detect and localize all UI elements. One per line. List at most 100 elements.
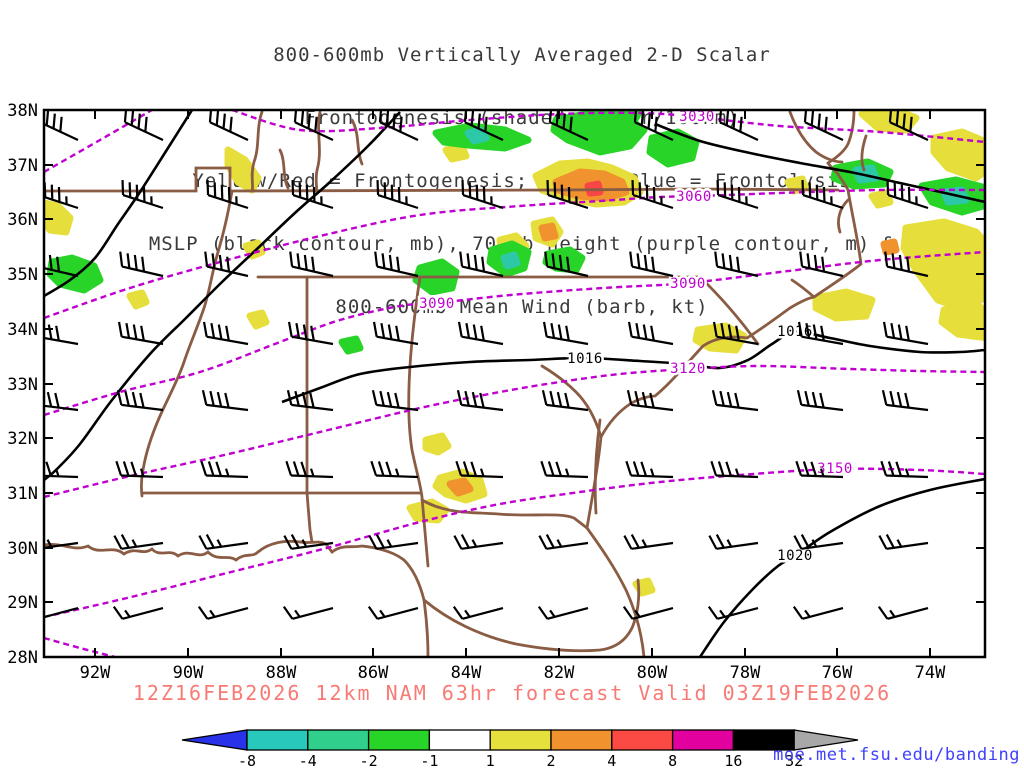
geo-line: [790, 278, 816, 299]
wind-barb: [546, 179, 589, 210]
wind-barb: [457, 321, 504, 346]
mslp-contours: [44, 110, 985, 657]
contour-label: 3090: [670, 276, 706, 292]
geo-line: [44, 543, 260, 562]
wind-barb: [282, 605, 334, 620]
colorbar-segment: [489, 729, 552, 751]
geo-line: [256, 539, 430, 657]
geo-line: [837, 198, 850, 234]
colorbar-segment: [550, 729, 613, 751]
wind-barb: [627, 321, 674, 346]
shading-blob-yellow: [442, 143, 470, 163]
height-contour: [44, 110, 153, 174]
shading-blob-yellow: [44, 199, 74, 236]
shading-blob-orange: [538, 222, 559, 242]
geo-line: [826, 110, 856, 165]
title-line-5: 800-600mb Mean Wind (barb, kt): [335, 296, 709, 318]
lon-label: 74W: [915, 663, 946, 683]
wind-barb: [198, 534, 249, 550]
wind-barb: [625, 460, 674, 479]
wind-barb: [44, 324, 79, 346]
geo-line: [350, 118, 364, 166]
lat-label: 36N: [7, 210, 38, 230]
wind-barb: [378, 110, 419, 141]
geo-line: [860, 134, 868, 172]
colorbar-tick-label: 2: [546, 752, 555, 768]
wind-barbs: [44, 110, 929, 620]
lat-label: 30N: [7, 539, 38, 559]
lat-label: 33N: [7, 375, 38, 395]
wind-barb: [112, 605, 164, 620]
lon-label: 78W: [730, 663, 761, 683]
wind-barb: [803, 110, 844, 141]
wind-barb: [878, 534, 929, 550]
wind-barb: [880, 460, 929, 479]
mslp-contour-1016: [281, 330, 985, 404]
shading-blob-yellow: [812, 288, 876, 322]
colorbar-segment: [367, 729, 431, 751]
height-contour: [44, 636, 116, 657]
wind-barb: [707, 605, 759, 620]
height-contour-3090: [44, 250, 985, 417]
colorbar-segment: [611, 729, 674, 751]
lon-label: 88W: [266, 663, 297, 683]
mslp-contour: [44, 111, 401, 482]
wind-barb: [119, 251, 164, 278]
wind-barb: [708, 534, 759, 550]
wind-barb: [884, 251, 929, 278]
shading-blob-yellow: [938, 300, 985, 342]
wind-barb: [456, 390, 504, 412]
colorbar-tick-label: 8: [668, 752, 677, 768]
wind-barb: [286, 390, 334, 412]
contour-label: 3030: [679, 109, 715, 125]
wind-barb: [548, 110, 589, 141]
geo-line: [593, 418, 602, 515]
wind-barb: [631, 179, 674, 210]
wind-barb: [801, 179, 844, 210]
geo-line: [422, 578, 641, 653]
contour-label: 3150: [817, 461, 853, 477]
height-contour-3030: [231, 110, 985, 144]
wind-barb: [113, 534, 164, 550]
wind-barb: [710, 460, 759, 479]
wind-barb: [452, 605, 504, 620]
wind-barb: [544, 251, 589, 278]
colorbar-segment: [307, 729, 370, 751]
wind-barb: [115, 460, 164, 479]
wind-barb: [718, 110, 759, 141]
colorbar: -8 -4 -2 -1 1 2 4 8 16 32: [181, 729, 859, 768]
wind-barb: [374, 251, 419, 278]
wind-barb: [123, 110, 164, 141]
shading-blob-yellow: [858, 110, 920, 134]
geography-borders: [44, 110, 868, 657]
lat-label: 35N: [7, 265, 38, 285]
geo-line: [540, 364, 603, 439]
wind-barb: [622, 605, 674, 620]
shading-blob-teal: [464, 126, 490, 145]
lon-label: 82W: [544, 663, 575, 683]
wind-barb: [623, 534, 674, 550]
colorbar-tick-label: -1: [420, 752, 438, 768]
credit-link[interactable]: moe.met.fsu.edu/banding: [773, 745, 1020, 765]
height-contour-3120: [44, 364, 985, 499]
shading-blob-yellow: [868, 189, 894, 209]
wind-barb: [44, 461, 79, 479]
lat-label: 32N: [7, 429, 38, 449]
geo-line: [314, 110, 322, 193]
colorbar-tick-label: -2: [360, 752, 378, 768]
mslp-contour: [654, 122, 985, 204]
contour-label: 1016: [567, 351, 603, 367]
geo-line: [407, 275, 430, 568]
geo-line: [305, 275, 314, 544]
geo-line: [250, 110, 264, 193]
mslp-contour: [44, 110, 194, 298]
wind-barb: [44, 391, 79, 412]
geo-line: [585, 526, 646, 657]
wind-barb: [453, 534, 504, 550]
wind-barb: [121, 179, 164, 210]
wind-barb: [293, 110, 334, 141]
wind-barb: [200, 460, 249, 479]
map-frame: 38N 37N 36N 35N 34N 33N 32N 31N 30N 29N 28N 92W 90W 8…: [7, 101, 987, 683]
shading-blob-yellow: [246, 309, 270, 330]
wind-barb: [372, 321, 419, 346]
